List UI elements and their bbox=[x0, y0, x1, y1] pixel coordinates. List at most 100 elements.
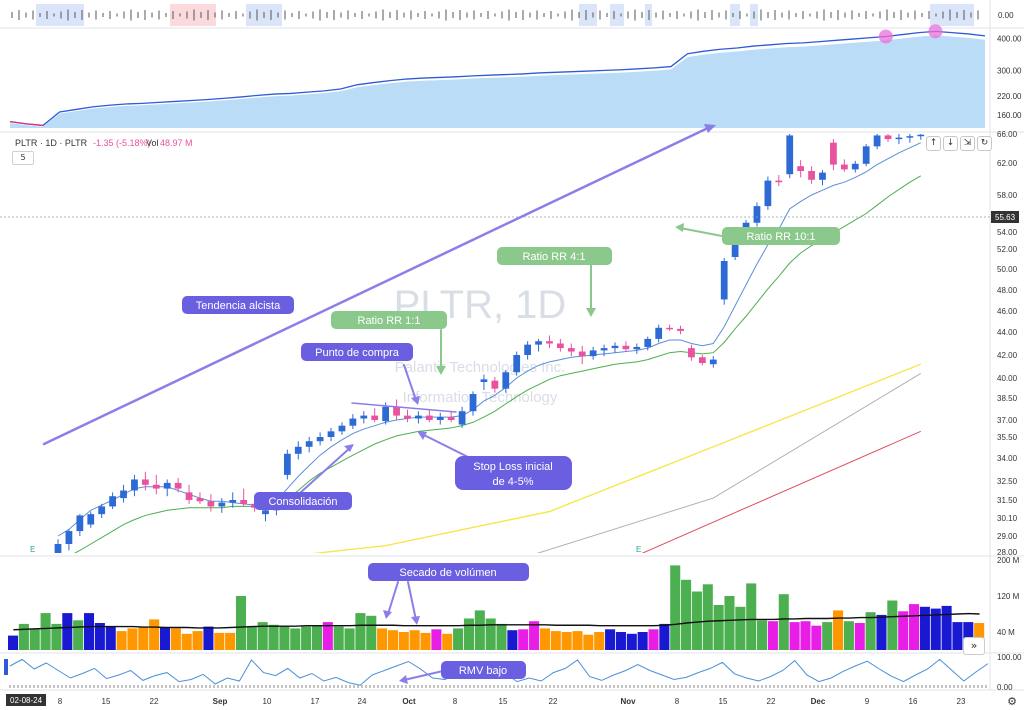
rmv-tick-label: 0.00 bbox=[997, 683, 1013, 692]
volume-bar bbox=[116, 631, 127, 650]
candle-body bbox=[688, 348, 695, 358]
volume-bar bbox=[843, 621, 854, 650]
consolidacion-badge: Consolidación bbox=[268, 496, 337, 508]
candle-body bbox=[152, 484, 160, 489]
volume-bar bbox=[127, 628, 138, 650]
time-tick-label: 15 bbox=[102, 697, 111, 706]
time-tick-label: 16 bbox=[909, 697, 918, 706]
price-tick-label: 50.00 bbox=[997, 265, 1018, 274]
annotation-badges: Tendencia alcista Consolidación Punto de… bbox=[182, 227, 840, 679]
volume-bar bbox=[409, 630, 420, 650]
candle-body bbox=[567, 348, 575, 352]
earnings-marker[interactable]: E bbox=[30, 545, 35, 554]
rmv-badge-bg bbox=[441, 661, 526, 679]
volume-arrow-1-head bbox=[383, 610, 392, 619]
earnings-marker[interactable]: E bbox=[636, 545, 641, 554]
stop-loss-badge-bg bbox=[455, 456, 572, 490]
volume-bar bbox=[518, 629, 529, 650]
volume-bar bbox=[767, 621, 778, 650]
last-price-box-bg bbox=[991, 211, 1019, 223]
stop-loss-arrow-head bbox=[417, 431, 427, 440]
time-tick-label: 8 bbox=[453, 697, 458, 706]
candle-body bbox=[862, 146, 870, 164]
ema-slow-line bbox=[73, 175, 922, 553]
scroll-up-button[interactable]: ↑ bbox=[926, 136, 941, 151]
volume-bar bbox=[387, 630, 398, 650]
time-tick-label: 9 bbox=[865, 697, 870, 706]
candle-body bbox=[524, 344, 532, 355]
refresh-icon[interactable]: ↻ bbox=[977, 136, 992, 151]
volume-bar bbox=[398, 632, 409, 650]
candle-body bbox=[415, 415, 422, 419]
sma-yellow-line bbox=[312, 363, 922, 553]
watermark-name: Palantir Technologies Inc. bbox=[395, 359, 566, 376]
candle-body bbox=[742, 222, 750, 232]
volume-bar bbox=[941, 605, 952, 650]
price-tick-label: 42.00 bbox=[997, 351, 1018, 360]
time-tick-label: 17 bbox=[311, 697, 320, 706]
tendencia-badge: Tendencia alcista bbox=[196, 300, 281, 312]
candle-body bbox=[677, 328, 684, 331]
watermark-sector: Information Technology bbox=[403, 389, 558, 406]
price-tick-label: 52.00 bbox=[997, 245, 1018, 254]
time-tick-label: 22 bbox=[549, 697, 558, 706]
secado-badge-bg bbox=[368, 563, 529, 581]
volume-bar bbox=[366, 615, 377, 650]
candle-body bbox=[502, 372, 510, 389]
candle-body bbox=[360, 415, 368, 419]
volume-tick-label: 200 M bbox=[997, 556, 1020, 565]
time-axis: 8 15 22 Sep 10 17 24 Oct 8 15 22 Nov 8 15 22 Dec 9 16 23 bbox=[58, 697, 966, 706]
price-candles bbox=[54, 134, 925, 553]
gear-icon[interactable]: ⚙ bbox=[1007, 695, 1017, 708]
scroll-to-realtime-button[interactable]: » bbox=[963, 637, 985, 655]
volume-bar bbox=[800, 621, 811, 650]
candle-body bbox=[185, 492, 193, 500]
candle-body bbox=[436, 417, 444, 420]
stop-loss-badge-line2: de 4-5% bbox=[493, 476, 534, 488]
header-volume-label: Vol bbox=[146, 138, 159, 148]
maximize-pane-button[interactable]: ⇲ bbox=[960, 136, 975, 151]
ratio-4-1-badge: Ratio RR 4:1 bbox=[523, 251, 586, 263]
price-tick-label: 62.00 bbox=[997, 159, 1018, 168]
volume-bar bbox=[159, 627, 171, 650]
pane-separators bbox=[0, 0, 1024, 691]
candle-body bbox=[819, 172, 826, 180]
header-volume-value: 48.97 M bbox=[160, 138, 193, 148]
candle-body bbox=[491, 380, 499, 389]
date-start-box: 02-08-24 bbox=[10, 696, 43, 705]
time-tick-label: Nov bbox=[620, 697, 636, 706]
volume-bar bbox=[290, 628, 301, 650]
candle-body bbox=[316, 437, 324, 442]
time-tick-label: Sep bbox=[213, 697, 228, 706]
relative-strength-axis: 400.00 300.00 220.00 160.00 bbox=[997, 34, 1022, 120]
annotation-arrows bbox=[42, 124, 723, 684]
candle-body bbox=[840, 164, 848, 170]
rmv-tick-label: 100.00 bbox=[997, 653, 1022, 662]
scroll-down-button[interactable]: ↓ bbox=[943, 136, 958, 151]
rs-tick-label: 300.00 bbox=[997, 66, 1022, 75]
interval-input[interactable]: 5 bbox=[12, 151, 34, 165]
volume-bar bbox=[420, 632, 431, 650]
price-tick-label: 54.00 bbox=[997, 228, 1018, 237]
candle-body bbox=[371, 415, 379, 420]
candle-body bbox=[120, 490, 127, 499]
candle-body bbox=[229, 500, 237, 503]
volume-bar bbox=[40, 613, 51, 650]
candle-body bbox=[283, 453, 291, 475]
ratio-1-1-arrow-head bbox=[436, 366, 446, 375]
candle-body bbox=[98, 506, 106, 515]
volume-bar bbox=[29, 628, 40, 650]
volume-bar bbox=[333, 626, 344, 650]
candle-body bbox=[294, 446, 302, 454]
volume-bar bbox=[811, 625, 822, 650]
rs-tick-label: 160.00 bbox=[997, 111, 1022, 120]
rmv-badge: RMV bajo bbox=[459, 665, 507, 677]
stop-loss-arrow bbox=[421, 433, 471, 459]
time-tick-label: 8 bbox=[675, 697, 680, 706]
relative-strength-pane bbox=[9, 24, 986, 128]
volume-bar bbox=[702, 584, 713, 650]
volume-bar bbox=[18, 623, 29, 650]
volume-bar bbox=[170, 628, 181, 650]
candle-body bbox=[906, 136, 914, 138]
